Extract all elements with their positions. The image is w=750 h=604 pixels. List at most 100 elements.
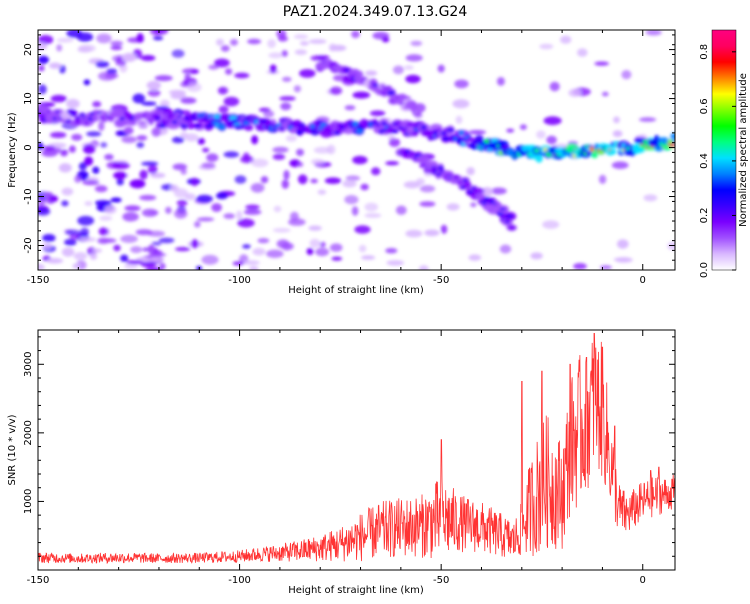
heatmap-cell [621,70,632,80]
heatmap-cell [98,227,109,236]
heatmap-cell [147,244,155,254]
heatmap-cell [344,68,349,73]
heatmap-cell [281,179,289,189]
heatmap-cell [147,89,161,97]
heatmap-cell [458,130,465,136]
spectrogram-x-axis-label: Height of straight line (km) [288,285,424,296]
heatmap-cell [395,205,407,215]
heatmap-cell [186,82,202,93]
heatmap-cell [356,70,364,79]
heatmap-cell [364,202,379,212]
heatmap-cell [216,192,228,200]
heatmap-cell [542,220,560,229]
snr-ticks: -150 -100 -50 0 3000 2000 1000 [23,330,675,586]
heatmap-cell [127,37,144,43]
heatmap-cell [573,263,587,270]
heatmap-cell [139,169,148,180]
heatmap-cell [223,96,240,107]
heatmap-cell [123,126,134,135]
heatmap-cell [172,163,188,171]
heatmap-cell [438,165,444,171]
heatmap-cell [281,50,288,57]
heatmap-cell [83,79,91,86]
heatmap-cell [225,68,233,75]
heatmap-cell [120,234,138,243]
heatmap-cell [176,199,188,207]
heatmap-cell [281,242,294,251]
heatmap-cell [130,246,143,254]
heatmap-cell [242,244,251,249]
heatmap-cell [243,209,262,215]
heatmap-cell [279,96,296,101]
heatmap-cell [639,117,657,122]
heatmap-cell [599,265,612,270]
heatmap-cell [560,35,572,44]
heatmap-cell [218,105,229,114]
heatmap-cell [98,121,105,131]
heatmap-cell [441,137,451,141]
heatmap-cell [110,197,122,203]
heatmap-cell [217,87,228,95]
snr-panel: -150 -100 -50 0 3000 2000 1000 Height of strai… [7,329,676,596]
heatmap-cell [499,207,507,211]
heatmap-cell [410,40,423,47]
heatmap-cell [214,58,230,68]
heatmap-cell [308,225,322,231]
heatmap-cell [129,179,146,189]
heatmap-cell [289,211,299,222]
colorbar-gradient [711,29,737,271]
heatmap-cell [216,38,224,46]
heatmap-cell [309,238,321,248]
colorbar-tick-label: 0.2 [699,208,710,224]
heatmap-cell [140,55,156,61]
heatmap-cell [206,153,219,162]
heatmap-cell [211,203,223,212]
heatmap-cell [174,209,188,219]
heatmap-cell [613,116,620,124]
heatmap-cell [381,121,387,126]
heatmap-cell [452,99,470,109]
heatmap-cell [536,130,546,139]
heatmap-cell [155,105,170,110]
heatmap-cell [507,225,516,230]
heatmap-cell [191,239,199,249]
heatmap-cell [116,178,124,186]
x-tick-label: -150 [27,575,50,586]
heatmap-cell [272,228,291,233]
heatmap-cell [121,136,137,144]
heatmap-cell [66,98,80,109]
heatmap-cell [598,174,607,184]
heatmap-cell [174,247,191,252]
heatmap-cell [266,249,284,258]
snr-series-line [38,333,675,565]
heatmap-cell [141,101,157,106]
x-tick-label: -50 [433,575,449,586]
heatmap-cell [615,257,633,263]
heatmap-cell [148,210,159,215]
heatmap-cell [293,34,309,40]
heatmap-cell [151,127,161,137]
heatmap-cell [76,32,94,42]
y-tick-label: 0 [23,144,34,150]
heatmap-cell [468,130,487,135]
heatmap-cell [481,187,493,197]
heatmap-cell [196,194,213,203]
heatmap-cell [196,217,215,222]
heatmap-cell [82,144,96,154]
heatmap-cell [38,263,45,270]
heatmap-cell [171,136,185,144]
heatmap-cell [391,129,399,133]
x-tick-label: -100 [228,275,251,286]
heatmap-cell [496,77,505,86]
heatmap-cell [201,162,216,169]
heatmap-cell [251,158,269,168]
heatmap-cell [202,147,210,153]
heatmap-cell [250,183,265,193]
snr-y-axis-label: SNR (10 * v/v) [7,414,18,485]
heatmap-cell [499,244,512,254]
heatmap-cell [149,257,165,262]
heatmap-cell [299,41,309,46]
spectrogram-frame [37,29,676,271]
figure-title: PAZ1.2024.349.07.13.G24 [283,4,468,20]
heatmap-cell [96,33,112,44]
